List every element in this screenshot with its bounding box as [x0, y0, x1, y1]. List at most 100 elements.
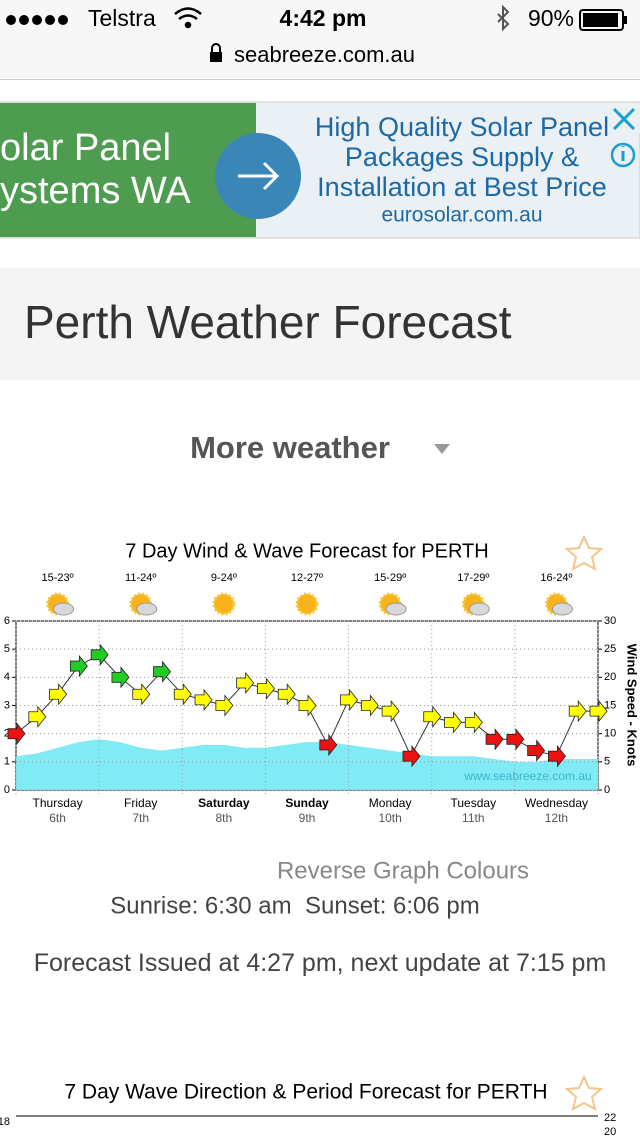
sun-times: Sunrise: 6:30 am Sunset: 6:06 pm: [110, 892, 480, 919]
wind-arrow: [215, 694, 234, 717]
wind-arrow: [527, 739, 546, 762]
url[interactable]: seabreeze.com.au: [234, 42, 415, 67]
dropdown-arrow[interactable]: [434, 444, 450, 454]
cloud-icon: [385, 602, 407, 616]
wind-arrow: [277, 683, 296, 706]
arrow-icon: [238, 161, 280, 191]
date-label: 8th: [216, 811, 233, 825]
y2-axis-label: Wind Speed - Knots: [625, 644, 640, 767]
browser-chrome: [0, 0, 640, 80]
cloud-icon: [551, 602, 573, 616]
title-band: [0, 268, 640, 380]
chart-title: 7 Day Wind & Wave Forecast for PERTH: [125, 540, 488, 562]
battery-icon: [579, 9, 627, 31]
y2-tick-label: 25: [604, 643, 616, 655]
wind-arrow: [381, 699, 400, 723]
wind-arrow: [7, 722, 26, 745]
ad-domain: eurosolar.com.au: [381, 204, 542, 227]
y-tick-label: 6: [4, 615, 10, 627]
wind-arrow: [28, 705, 47, 728]
wind-arrow: [49, 683, 68, 706]
wind-arrow: [69, 654, 88, 678]
date-label: 12th: [545, 811, 568, 825]
page-title: Perth Weather Forecast: [24, 296, 512, 348]
favourite-star[interactable]: [564, 1074, 604, 1111]
y2-tick-label: 0: [604, 784, 610, 796]
date-label: 6th: [49, 811, 66, 825]
wind-arrow: [298, 694, 317, 717]
wind-arrow: [319, 733, 338, 757]
y2-tick-label: 15: [604, 699, 616, 711]
clock: 4:42 pm: [280, 5, 367, 31]
wind-arrow: [589, 699, 608, 723]
day-label: Tuesday: [450, 796, 496, 810]
ad-headline: Packages Supply &: [345, 142, 579, 172]
cloud-icon: [468, 602, 490, 616]
close-icon: [612, 107, 636, 131]
battery-label: 90%: [528, 5, 574, 31]
ad-left-text: ystems WA: [0, 170, 191, 212]
signal: [6, 15, 68, 25]
temp-label: 9-24º: [211, 572, 237, 584]
temp-label: 17-29º: [457, 572, 489, 584]
temp-label: 11-24º: [125, 572, 156, 584]
wind-arrow: [568, 699, 587, 723]
wind-arrow: [90, 643, 109, 666]
wind-arrow: [548, 745, 566, 768]
day-label: Thursday: [33, 796, 83, 810]
wind-arrow: [402, 745, 421, 768]
date-label: 11th: [462, 811, 484, 825]
temp-label: 12-27º: [291, 572, 323, 584]
y2-tick-label: 20: [604, 671, 616, 683]
wind-arrow: [153, 660, 172, 683]
reverse-link[interactable]: Reverse Graph Colours: [277, 857, 529, 884]
wind-arrow: [111, 666, 130, 689]
info-icon[interactable]: [610, 142, 636, 168]
temp-label: 15-23º: [41, 572, 73, 584]
bluetooth-icon: [497, 4, 510, 32]
y-tick-label: 2: [4, 728, 10, 740]
carrier: Telstra: [88, 5, 156, 31]
lock-icon: [210, 43, 222, 62]
wifi-icon: [174, 7, 202, 29]
wind-arrow: [173, 683, 192, 706]
wind-arrow: [423, 705, 442, 728]
ad-left-text: olar Panel: [0, 127, 171, 169]
forecast-note: Forecast Issued at 4:27 pm, next update …: [33, 949, 607, 977]
wave-chart-title: 7 Day Wave Direction & Period Forecast f…: [64, 1081, 547, 1104]
wind-arrow: [257, 677, 275, 700]
wind-arrow: [360, 694, 379, 717]
wind-arrow: [485, 728, 504, 751]
wind-chart: 7 Day Wind & Wave Forecast for PERTH 0 1 2 3…: [4, 540, 640, 825]
wind-arrow: [506, 728, 525, 751]
wind-arrow: [132, 683, 151, 706]
wind-arrow: [464, 711, 483, 734]
y-tick-label: 5: [4, 643, 10, 655]
y2-tick-label: 5: [604, 756, 610, 768]
date-label: 7th: [132, 811, 149, 825]
day-label: Sunday: [285, 796, 329, 810]
y2-tick-label: 22: [604, 1112, 616, 1124]
wind-arrow: [340, 688, 359, 712]
ad-headline: Installation at Best Price: [317, 172, 607, 202]
temp-label: 16-24º: [540, 572, 572, 584]
date-label: 10th: [378, 811, 401, 825]
sun-icon: [212, 592, 236, 616]
more-weather[interactable]: More weather: [190, 430, 390, 465]
favourite-star[interactable]: [564, 534, 604, 571]
watermark: www.seabreeze.com.au: [463, 769, 591, 783]
wave-chart: 18 22 20: [0, 1112, 616, 1136]
y-tick-label: 0: [4, 784, 10, 796]
ad-headline: High Quality Solar Panel: [315, 112, 609, 142]
wave-height-area: [16, 739, 598, 790]
day-label: Monday: [369, 796, 412, 810]
y-tick-label: 4: [4, 671, 10, 683]
y-tick-label: 18: [0, 1116, 10, 1128]
y2-tick-label: 30: [604, 615, 616, 627]
y2-tick-label: 10: [604, 728, 616, 740]
temp-label: 15-29º: [374, 572, 406, 584]
date-label: 9th: [299, 811, 316, 825]
cloud-icon: [136, 602, 158, 616]
y2-tick-label: 20: [604, 1126, 616, 1136]
